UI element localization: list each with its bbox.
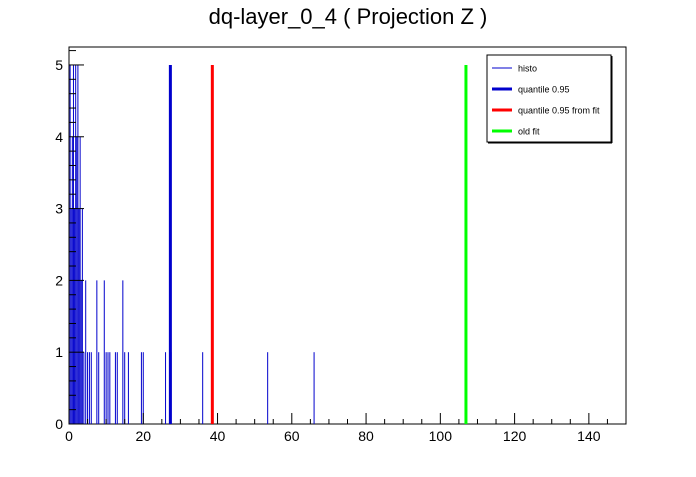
x-tick-label: 100 [429, 428, 453, 444]
x-tick-label: 20 [135, 428, 151, 444]
legend: histo quantile 0.95 quantile 0.95 from fit… [486, 54, 613, 144]
y-tick-label: 5 [55, 57, 63, 73]
marker-lines [168, 64, 468, 424]
x-tick-label: 120 [503, 428, 527, 444]
x-tick-label: 40 [210, 428, 226, 444]
y-tick-label: 1 [55, 344, 63, 360]
x-tick-label: 140 [577, 428, 601, 444]
legend-box [486, 54, 612, 143]
legend-label: quantile 0.95 [518, 85, 570, 95]
x-tick-label: 60 [284, 428, 300, 444]
y-tick-label: 3 [55, 201, 63, 217]
x-tick-label: 80 [358, 428, 374, 444]
legend-label: old fit [518, 127, 540, 137]
x-tick-label: 0 [65, 428, 73, 444]
y-tick-label: 0 [55, 416, 63, 432]
y-tick-label: 2 [55, 272, 63, 288]
histogram-bars [69, 64, 315, 424]
chart-title: dq-layer_0_4 ( Projection Z ) [209, 4, 488, 29]
legend-label: histo [518, 64, 537, 74]
y-tick-label: 4 [55, 129, 63, 145]
axes: 0 20 40 60 80 100 120 140 0 1 2 3 4 5 [55, 50, 627, 444]
legend-label: quantile 0.95 from fit [518, 106, 600, 116]
